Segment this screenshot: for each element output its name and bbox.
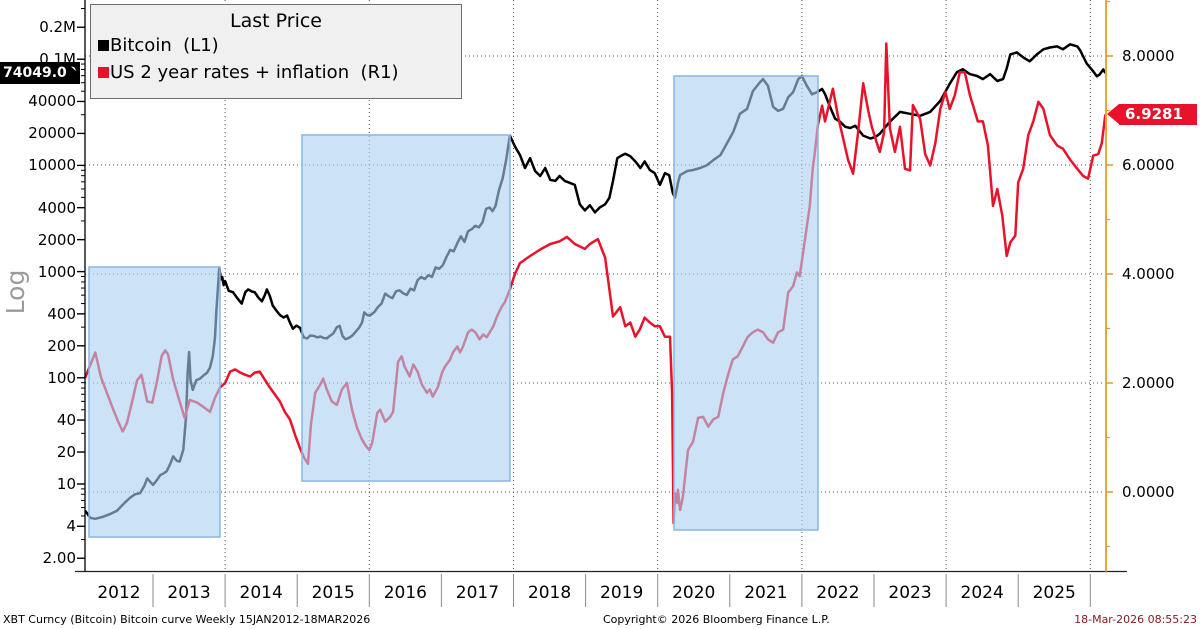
rates-series-marker-icon bbox=[98, 67, 109, 78]
year-label: 2020 bbox=[672, 583, 716, 603]
security-description: XBT Curncy (Bitcoin) Bitcoin curve Weekl… bbox=[3, 613, 371, 626]
left-axis-tick-label: 20000 bbox=[28, 124, 76, 143]
highlight-region bbox=[88, 266, 221, 538]
legend-item-label: Bitcoin (L1) bbox=[110, 35, 219, 56]
legend-title: Last Price bbox=[230, 10, 322, 32]
left-axis-tick-label: 2000 bbox=[37, 230, 76, 249]
year-label: 2024 bbox=[960, 583, 1004, 603]
right-axis-tick-label: 2.0000 bbox=[1122, 374, 1175, 392]
left-axis-tick-label: 1000 bbox=[37, 262, 76, 281]
year-label: 2022 bbox=[816, 583, 860, 603]
left-axis-tick-label: 40 bbox=[56, 411, 76, 430]
right-axis-tick-label: 4.0000 bbox=[1122, 265, 1175, 283]
legend-item-rates-inflation[interactable]: US 2 year rates + inflation (R1) bbox=[91, 59, 461, 86]
left-axis-tick-label: 4 bbox=[66, 517, 76, 536]
left-axis-tick-label: 10000 bbox=[28, 156, 76, 175]
year-label: 2012 bbox=[97, 583, 141, 603]
bitcoin-last-price-tag-arrow-icon bbox=[66, 62, 78, 84]
rates-last-price-tag: 6.9281 bbox=[1119, 104, 1197, 125]
year-label: 2016 bbox=[383, 583, 427, 603]
year-label: 2023 bbox=[888, 583, 932, 603]
year-label: 2021 bbox=[744, 583, 788, 603]
legend-item-label: US 2 year rates + inflation (R1) bbox=[110, 62, 399, 83]
year-label: 2015 bbox=[311, 583, 355, 603]
left-axis-tick-label: 100 bbox=[47, 368, 76, 387]
right-axis-tick-label: 0.0000 bbox=[1122, 483, 1175, 501]
right-axis-tick-label: 6.0000 bbox=[1122, 156, 1175, 174]
left-axis-tick-label: 2.00 bbox=[42, 549, 76, 568]
highlight-region bbox=[301, 134, 511, 482]
year-label: 2017 bbox=[455, 583, 500, 603]
rates-inflation-line-series bbox=[84, 42, 1107, 525]
right-axis-tick-label: 8.0000 bbox=[1122, 47, 1175, 65]
left-axis-tick-label: 10 bbox=[56, 475, 76, 493]
status-bar: XBT Curncy (Bitcoin) Bitcoin curve Weekl… bbox=[0, 610, 1200, 629]
year-label: 2014 bbox=[239, 583, 283, 603]
legend-item-bitcoin[interactable]: Bitcoin (L1) bbox=[91, 32, 461, 59]
legend[interactable]: Last Price Bitcoin (L1) US 2 year rates … bbox=[90, 4, 462, 99]
year-label: 2018 bbox=[527, 583, 572, 603]
highlight-region bbox=[673, 75, 819, 531]
year-label: 2025 bbox=[1032, 583, 1076, 603]
left-axis-tick-label: 0.2M bbox=[39, 18, 76, 37]
year-label: 2019 bbox=[600, 583, 644, 603]
left-axis-tick-label: 400 bbox=[47, 304, 76, 323]
left-axis-tick-label: 200 bbox=[47, 336, 76, 355]
rates-last-price-tag-arrow-icon bbox=[1107, 104, 1119, 124]
left-axis-tick-label: 40000 bbox=[28, 92, 76, 111]
copyright-text: Copyright© 2026 Bloomberg Finance L.P. bbox=[603, 613, 830, 626]
left-axis-tick-label: 4000 bbox=[37, 198, 76, 217]
left-axis-tick-label: 20 bbox=[56, 443, 76, 462]
bitcoin-last-price-tag: 74049.00 bbox=[0, 62, 80, 84]
timestamp: 18-Mar-2026 08:55:23 bbox=[1074, 613, 1197, 626]
log-scale-label: Log bbox=[1, 269, 30, 315]
year-label: 2013 bbox=[167, 583, 211, 603]
bitcoin-series-marker-icon bbox=[98, 40, 109, 51]
